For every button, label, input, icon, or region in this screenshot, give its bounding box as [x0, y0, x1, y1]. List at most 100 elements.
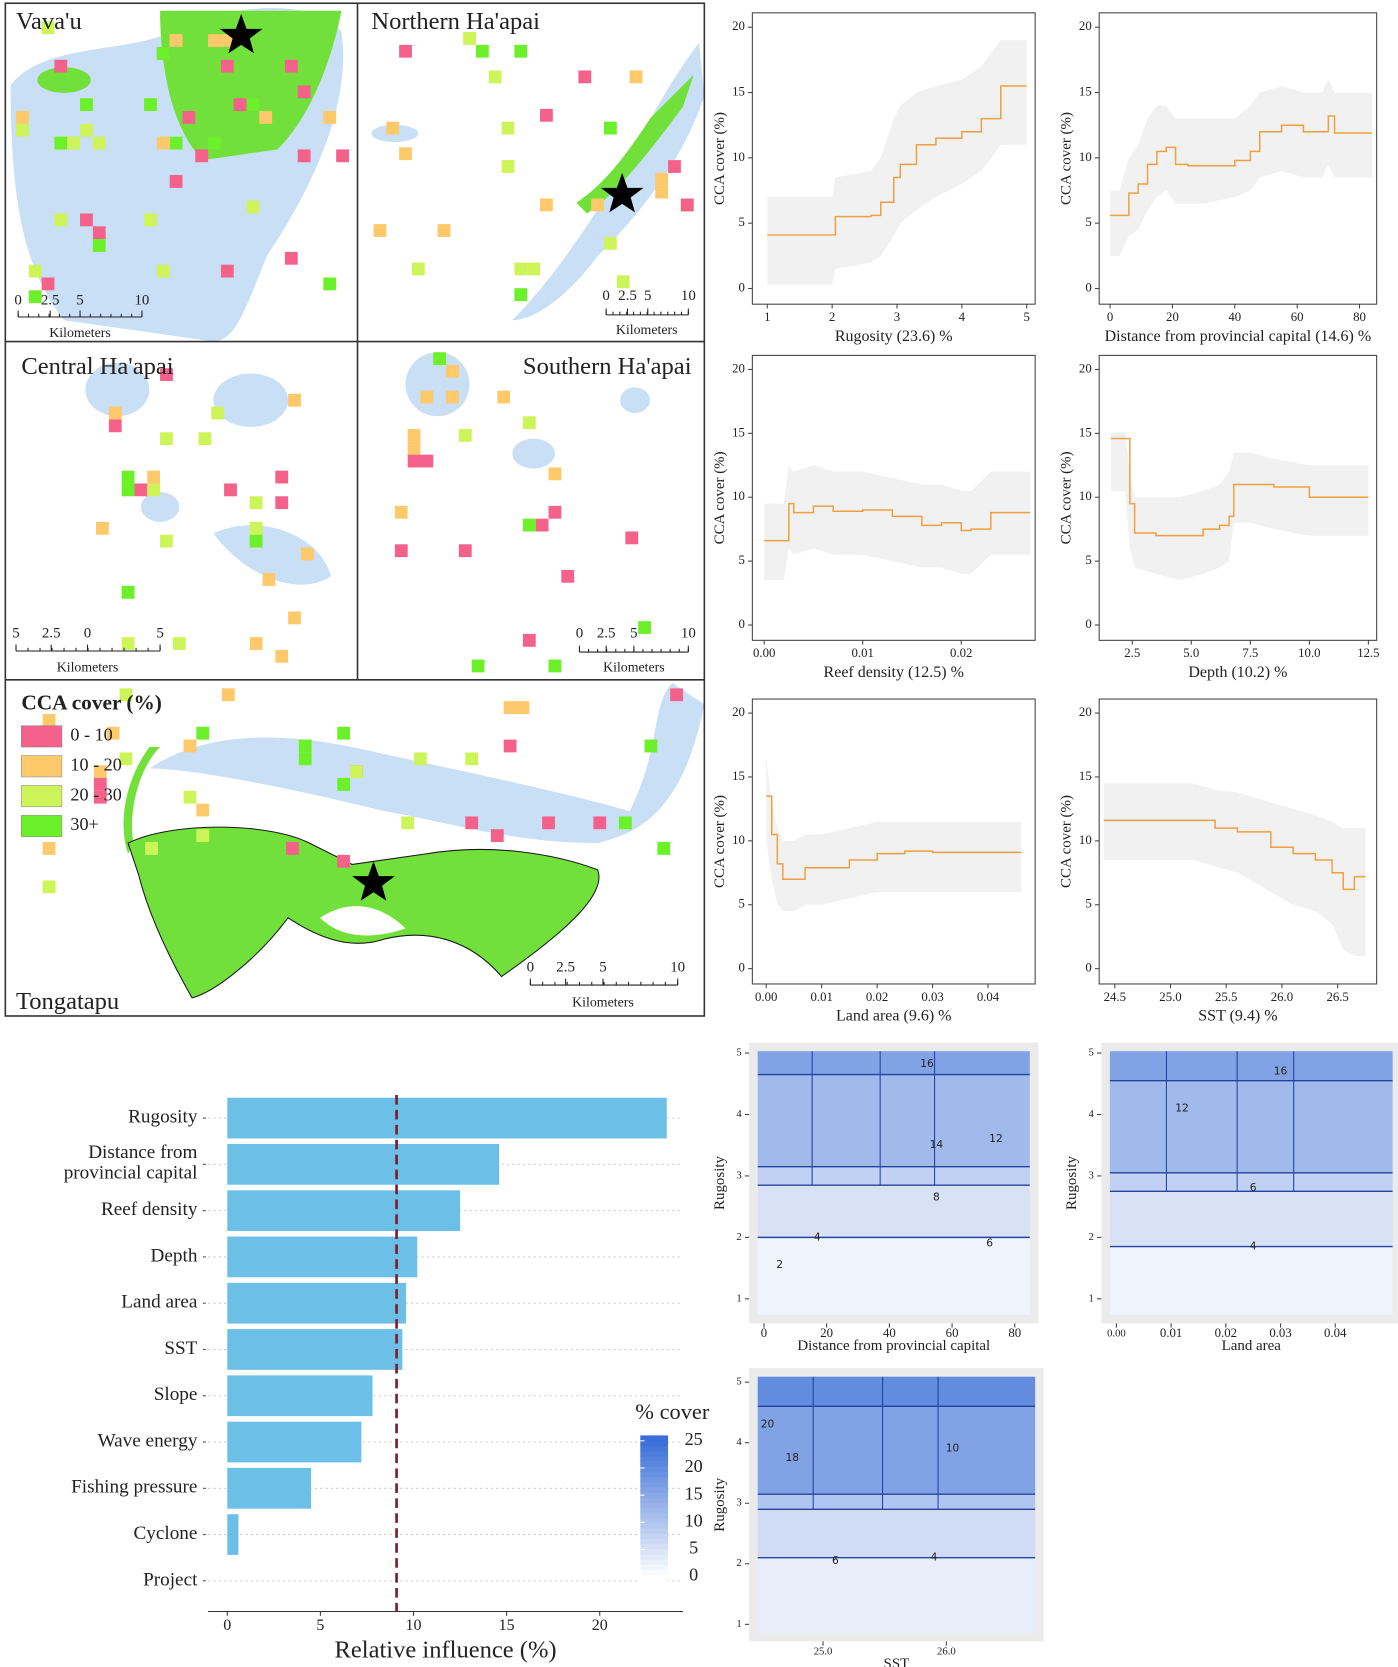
map-vavau — [10, 8, 344, 342]
plot-border — [1098, 354, 1378, 641]
x-axis-label: Rugosity (23.6) % — [835, 328, 953, 345]
contour-label: 6 — [986, 1237, 993, 1250]
site-cell — [337, 726, 351, 740]
x-tick-label: 20 — [592, 1617, 608, 1634]
x-tick-label: 0.00 — [753, 646, 775, 660]
site-cell — [80, 213, 93, 227]
scale-label: 5 — [156, 625, 163, 641]
colorbar-label: 15 — [685, 1483, 703, 1503]
x-axis-label: Distance from provincial capital (14.6) … — [1105, 328, 1372, 345]
x-tick-label: 25.0 — [1159, 990, 1181, 1004]
x-tick-label: 25.5 — [1215, 990, 1237, 1004]
site-cell — [54, 213, 68, 227]
category-label: Project — [143, 1569, 198, 1590]
x-axis-label: Land area — [1222, 1338, 1282, 1354]
scale-label: 10 — [134, 292, 149, 308]
land — [37, 67, 91, 93]
site-cell — [41, 277, 55, 291]
map-title: Vava'u — [16, 8, 82, 35]
x-tick-label: 80 — [1353, 310, 1366, 324]
x-tick-label: 60 — [946, 1326, 959, 1340]
site-cell — [490, 829, 504, 843]
site-cell — [198, 432, 212, 446]
y-tick-label: 3 — [1089, 1169, 1094, 1181]
site-cell — [514, 288, 528, 301]
site-cell — [286, 842, 299, 855]
site-cell — [401, 816, 415, 830]
site-cell — [522, 518, 536, 532]
x-tick-label: 5.0 — [1183, 646, 1199, 660]
site-cell — [284, 251, 298, 265]
x-tick-label: 15 — [499, 1617, 515, 1634]
site-cell — [249, 521, 263, 535]
site-cell — [411, 262, 425, 276]
site-cell — [465, 816, 479, 830]
site-cell — [220, 34, 234, 47]
category-label: Wave energy — [98, 1430, 198, 1451]
site-cell — [561, 569, 575, 583]
site-cell — [67, 136, 81, 150]
site-cell — [275, 470, 289, 484]
map-border — [4, 2, 706, 1017]
lagoon — [140, 492, 180, 522]
site-cell — [211, 406, 225, 420]
site-cell — [96, 521, 109, 535]
y-tick-label: 15 — [732, 84, 745, 98]
site-cell — [522, 633, 536, 647]
line — [1110, 115, 1372, 217]
site-cell — [604, 236, 617, 250]
y-tick-label: 5 — [1085, 897, 1091, 911]
site-cell — [420, 390, 434, 404]
contour-band — [757, 1051, 1030, 1075]
map-title: Tongatapu — [16, 988, 119, 1015]
scale-label: 2.5 — [618, 288, 637, 304]
site-cell — [144, 213, 157, 227]
y-tick-label: 3 — [736, 1169, 741, 1181]
site-cell — [220, 264, 234, 278]
site-cell — [644, 739, 658, 753]
site-cell — [182, 111, 196, 124]
contour-band — [757, 1185, 1030, 1238]
site-cell — [208, 136, 221, 150]
x-tick-label: 26.0 — [1271, 990, 1293, 1004]
plot-border — [1098, 12, 1378, 305]
bar — [227, 1467, 312, 1509]
site-cell — [249, 637, 263, 650]
contour-label: 6 — [1250, 1181, 1257, 1194]
colorbar-step — [640, 1523, 669, 1529]
site-cell — [539, 198, 553, 212]
colorbar-step — [640, 1538, 669, 1545]
site-cell — [147, 470, 161, 484]
x-tick-label: 10.0 — [1298, 646, 1320, 660]
site-cell — [28, 290, 42, 304]
site-cell — [92, 136, 106, 150]
colorbar-label: 0 — [689, 1565, 698, 1585]
contour-band — [1109, 1172, 1393, 1192]
x-tick-label: 0 — [761, 1326, 767, 1340]
site-cell — [503, 701, 517, 714]
y-tick-label: 2 — [1089, 1231, 1094, 1243]
map-title: Northern Ha'apai — [371, 8, 540, 35]
y-tick-label: 5 — [736, 1376, 741, 1388]
map-tongatapu — [123, 683, 705, 999]
confidence-band — [1103, 783, 1366, 956]
scale-label: 0 — [14, 292, 21, 308]
category-label: Rugosity — [128, 1107, 198, 1128]
site-cell — [134, 483, 148, 497]
site-cell — [16, 123, 29, 137]
scale-unit: Kilometers — [603, 660, 665, 675]
site-cell — [497, 390, 511, 404]
map-title: Central Ha'apai — [21, 353, 173, 380]
site-cell — [93, 765, 107, 779]
site-cell — [458, 544, 472, 558]
line — [766, 795, 1022, 880]
lagoon — [213, 373, 289, 427]
bar — [227, 1097, 667, 1139]
site-cell — [680, 198, 694, 212]
site-cell — [156, 136, 170, 150]
colorbar-step — [640, 1445, 669, 1452]
site-cell — [249, 496, 263, 510]
colorbar-step — [640, 1476, 669, 1483]
scale-label: 5 — [630, 625, 637, 641]
site-cell — [160, 368, 173, 382]
